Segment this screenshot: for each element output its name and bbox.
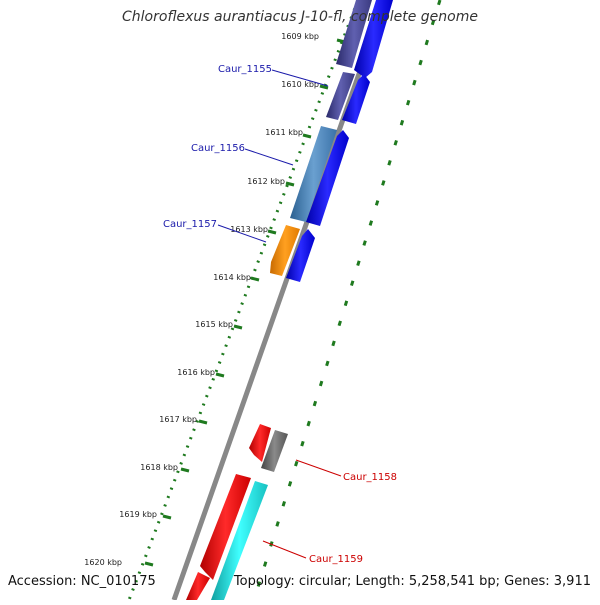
kbp-tick-label: 1614 kbp bbox=[213, 273, 251, 282]
feature-caur-1159-cog[interactable] bbox=[211, 481, 268, 600]
gene-label-caur-1159[interactable]: Caur_1159 bbox=[309, 554, 363, 565]
genome-summary: Topology: circular; Length: 5,258,541 bp… bbox=[233, 574, 591, 589]
feature-caur-1156-cog[interactable] bbox=[290, 126, 337, 222]
kbp-tick-label: 1619 kbp bbox=[119, 510, 157, 519]
accession-label: Accession: NC_010175 bbox=[8, 574, 156, 589]
feature-caur-1157-cog[interactable] bbox=[270, 225, 300, 276]
gene-label-caur-1157[interactable]: Caur_1157 bbox=[163, 219, 217, 230]
kbp-tick-label: 1617 kbp bbox=[159, 415, 197, 424]
kbp-tick-label: 1612 kbp bbox=[247, 177, 285, 186]
kbp-tick-label: 1616 kbp bbox=[177, 368, 215, 377]
feature-caur-1159-cds[interactable] bbox=[200, 474, 251, 580]
kbp-tick-marks bbox=[144, 38, 346, 567]
kbp-tick-label: 1618 kbp bbox=[140, 463, 178, 472]
feature-caur-1157-cds[interactable] bbox=[286, 229, 315, 282]
leader-caur-1157 bbox=[217, 224, 267, 243]
genome-backbone bbox=[171, 0, 388, 601]
kbp-tick-label: 1620 kbp bbox=[84, 558, 122, 567]
kbp-tick-label: 1610 kbp bbox=[281, 80, 319, 89]
feature-caur-1159-cds-cont[interactable] bbox=[186, 572, 210, 600]
gene-label-caur-1155[interactable]: Caur_1155 bbox=[218, 64, 272, 75]
feature-caur-1158-cds[interactable] bbox=[249, 424, 271, 462]
leader-caur-1159 bbox=[262, 540, 307, 559]
map-title: Chloroflexus aurantiacus J-10-fl, comple… bbox=[122, 9, 478, 25]
feature-caur-1155-cds-top[interactable] bbox=[354, 0, 393, 78]
kbp-tick-label: 1611 kbp bbox=[265, 128, 303, 137]
kbp-tick-label: 1615 kbp bbox=[195, 320, 233, 329]
feature-caur-1155-cog[interactable] bbox=[326, 72, 355, 120]
kbp-tick-label: 1613 kbp bbox=[230, 225, 268, 234]
feature-caur-1155-cds[interactable] bbox=[342, 74, 370, 124]
leader-caur-1156 bbox=[244, 148, 294, 166]
gene-label-caur-1158[interactable]: Caur_1158 bbox=[343, 472, 397, 483]
leader-caur-1158 bbox=[295, 459, 342, 477]
outer-dotted-track bbox=[127, 0, 360, 601]
leader-caur-1155 bbox=[271, 69, 329, 87]
gene-label-caur-1156[interactable]: Caur_1156 bbox=[191, 143, 245, 154]
feature-caur-1155-cog-top[interactable] bbox=[336, 0, 372, 68]
feature-caur-1156-cds[interactable] bbox=[306, 130, 349, 226]
kbp-tick-label: 1609 kbp bbox=[281, 32, 319, 41]
feature-caur-1158-cog[interactable] bbox=[261, 430, 288, 472]
